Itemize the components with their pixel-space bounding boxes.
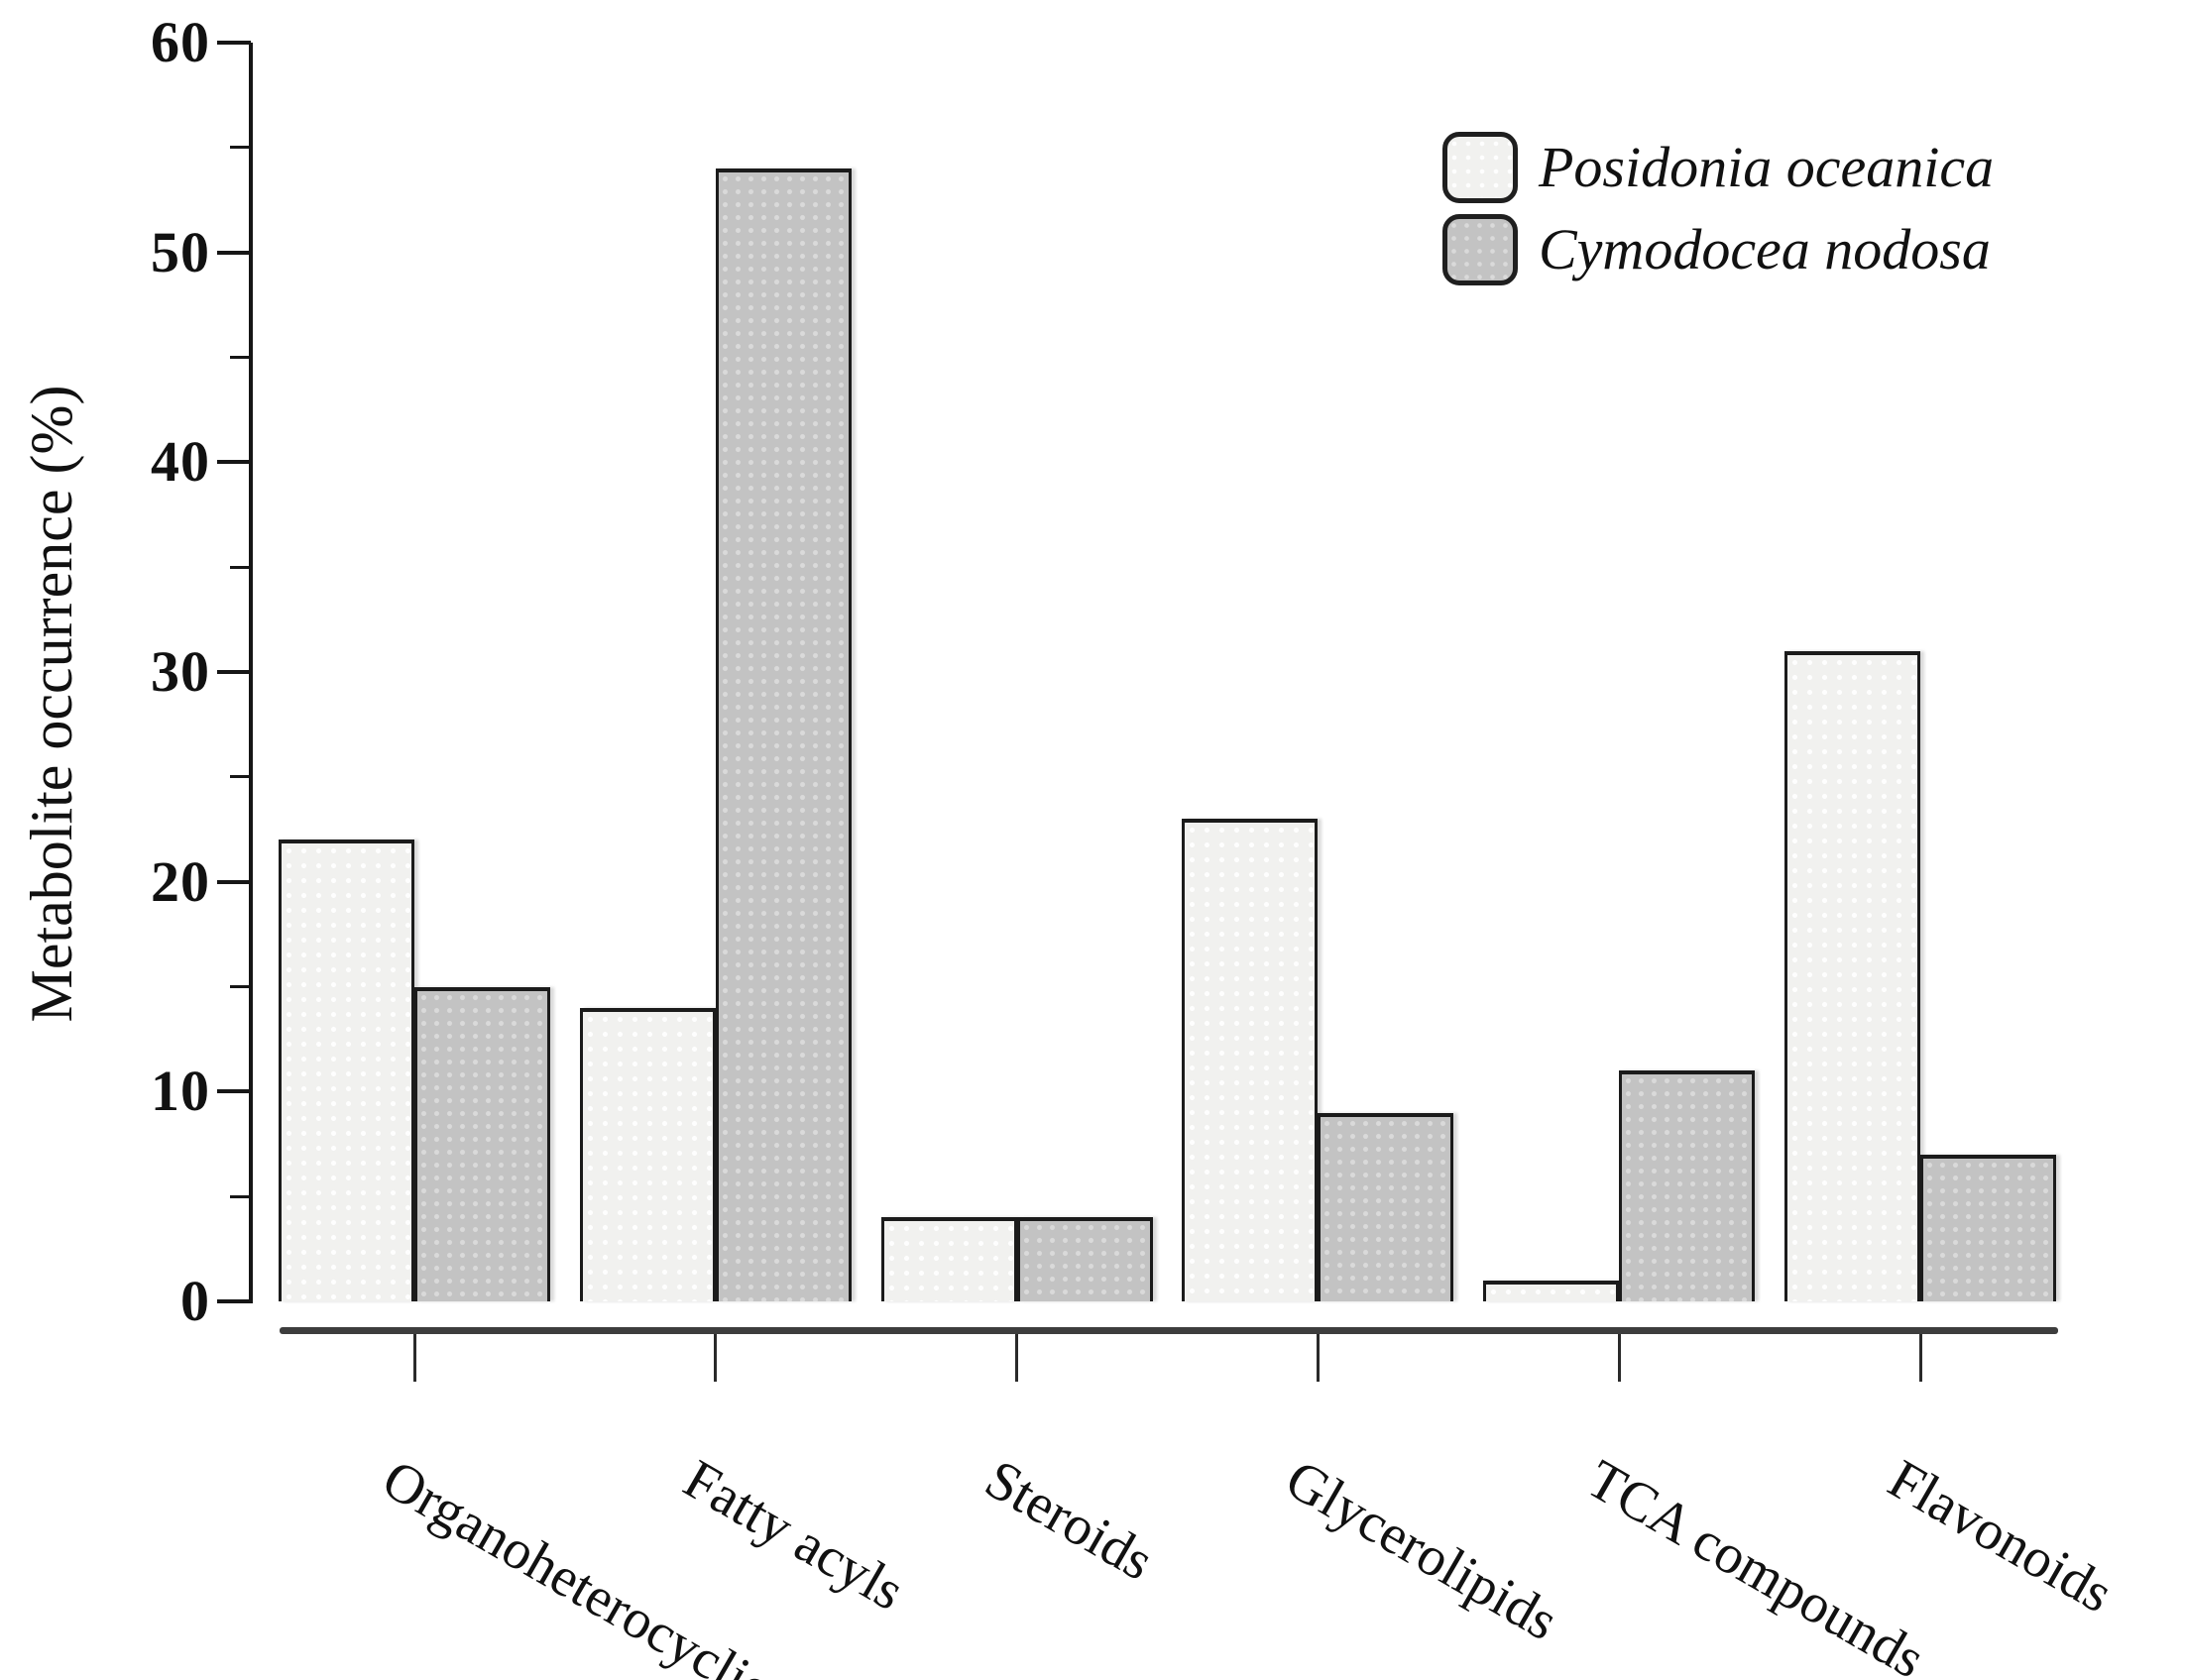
y-major-tick: [217, 879, 251, 884]
y-major-tick: [217, 460, 251, 465]
bar-cymodocea-nodosa-2: [715, 168, 852, 1301]
bar-posidonia-oceanica-1: [279, 840, 414, 1301]
legend-label-cymodocea: Cymodocea nodosa: [1539, 217, 1991, 281]
x-tick: [1918, 1334, 1922, 1382]
legend-swatch-cymodocea: [1442, 214, 1518, 285]
y-axis-line: [249, 43, 253, 1303]
bar-cymodocea-nodosa-6: [1920, 1154, 2056, 1301]
y-tick-label: 30: [151, 639, 210, 704]
legend-label-posidonia: Posidonia oceanica: [1539, 135, 1995, 199]
bar-cymodocea-nodosa-4: [1318, 1112, 1454, 1301]
x-tick: [1015, 1334, 1019, 1382]
x-tick: [1617, 1334, 1621, 1382]
y-tick-label: 40: [151, 429, 210, 495]
bar-posidonia-oceanica-6: [1784, 650, 1920, 1301]
x-category-label: Glycerolipids: [1275, 1448, 1568, 1653]
y-tick-label: 60: [151, 10, 210, 74]
bar-cymodocea-nodosa-3: [1016, 1217, 1153, 1301]
bar-cymodocea-nodosa-1: [414, 986, 550, 1301]
bar-posidonia-oceanica-3: [880, 1217, 1017, 1301]
y-minor-tick: [230, 775, 251, 779]
y-minor-tick: [230, 985, 251, 988]
y-major-tick: [217, 670, 251, 674]
y-tick-label: 50: [151, 219, 210, 284]
x-axis-line: [280, 1327, 2058, 1334]
x-category-label: Fatty acyls: [673, 1448, 914, 1623]
y-minor-tick: [230, 565, 251, 569]
y-tick-label: 0: [180, 1269, 210, 1333]
y-minor-tick: [230, 146, 251, 150]
bar-cymodocea-nodosa-5: [1619, 1070, 1756, 1301]
x-category-label: Steroids: [975, 1448, 1164, 1593]
x-tick: [714, 1334, 718, 1382]
legend-swatch-posidonia: [1442, 132, 1518, 203]
y-tick-label: 20: [151, 848, 210, 914]
bar-posidonia-oceanica-2: [579, 1007, 716, 1301]
y-tick-label: 10: [151, 1059, 210, 1124]
bar-posidonia-oceanica-5: [1483, 1280, 1620, 1301]
x-tick: [412, 1334, 416, 1382]
y-major-tick: [217, 41, 251, 45]
y-minor-tick: [230, 1194, 251, 1198]
x-category-label: TCA compounds: [1576, 1448, 1935, 1680]
y-minor-tick: [230, 356, 251, 359]
y-major-tick: [217, 250, 251, 255]
y-major-tick: [217, 1299, 251, 1303]
y-major-tick: [217, 1089, 251, 1094]
x-category-label: Flavonoids: [1878, 1448, 2124, 1625]
bar-posidonia-oceanica-4: [1182, 819, 1319, 1301]
x-tick: [1316, 1334, 1320, 1382]
